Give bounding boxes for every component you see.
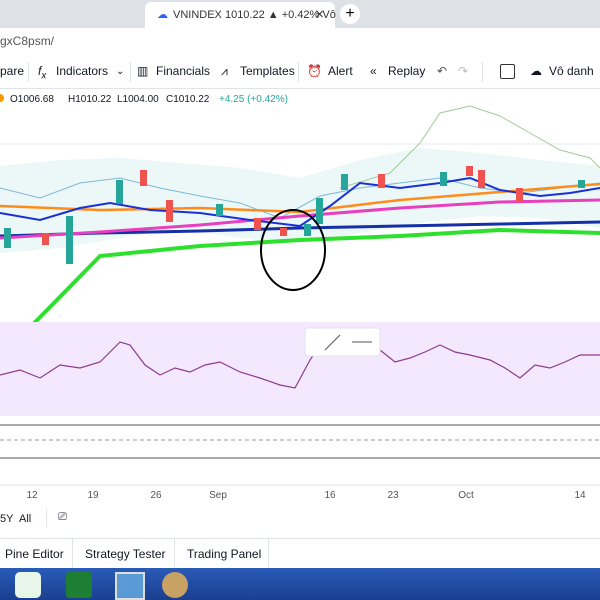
financials-icon: ▥ — [137, 64, 149, 78]
toolbar: pare fx Indicators ⌄ ▥ Financials ⩘ Temp… — [0, 55, 600, 89]
financials-button[interactable]: Financials — [156, 64, 211, 78]
ohlc-legend: O1006.68 H1010.22 L1004.00 C1010.22 +4.2… — [0, 94, 288, 105]
drawing-toolbar-bg — [304, 327, 381, 357]
alert-icon: ⏰ — [307, 64, 322, 78]
candle — [316, 198, 323, 224]
alert-button[interactable]: Alert — [328, 64, 353, 78]
time-label: 12 — [26, 490, 38, 501]
panel-tab[interactable]: Trading Panel — [187, 547, 262, 561]
separator — [72, 539, 73, 569]
time-label: Oct — [458, 490, 474, 501]
time-label: 23 — [387, 490, 399, 501]
candle — [42, 233, 49, 245]
candle — [116, 180, 123, 204]
ohlc-low: L1004.00 — [117, 94, 159, 105]
separator — [174, 539, 175, 569]
trend-line-tool[interactable] — [324, 334, 341, 351]
dropdown-arrow[interactable]: ⌄ — [116, 66, 125, 77]
browser-tab[interactable]: ☁ VNINDEX 1010.22 ▲ +0.42% Vô ✕ — [145, 2, 336, 28]
envelope-line — [339, 105, 600, 189]
new-tab-button[interactable]: + — [340, 4, 360, 24]
ma-short — [0, 176, 600, 228]
separator — [268, 539, 269, 569]
candle — [478, 170, 485, 188]
app-icon[interactable] — [15, 572, 41, 598]
ohlc-close: C1010.22 — [166, 94, 210, 105]
range-bar: 5Y All ⎚ — [0, 505, 600, 533]
candle — [466, 166, 473, 176]
separator — [298, 62, 299, 82]
ma-pink — [0, 198, 600, 240]
bottom-panel-tabs: Pine Editor Strategy Tester Trading Pane… — [0, 538, 600, 569]
time-label: 14 — [574, 490, 586, 501]
candle — [440, 172, 447, 186]
undo-button[interactable]: ↶ — [437, 64, 448, 78]
ohlc-high: H1010.22 — [68, 94, 112, 105]
time-label: 19 — [87, 490, 99, 501]
replay-button[interactable]: Replay — [388, 64, 426, 78]
candle — [341, 174, 348, 190]
tab-title: VNINDEX 1010.22 ▲ +0.42% Vô — [173, 9, 336, 21]
chart-area: O1006.68 H1010.22 L1004.00 C1010.22 +4.2… — [0, 94, 600, 501]
app-icon[interactable] — [162, 572, 188, 598]
candle — [166, 200, 173, 222]
price-pane — [0, 105, 600, 360]
range-button[interactable]: 5Y — [0, 513, 14, 525]
compare-button[interactable]: pare — [0, 64, 25, 78]
ohlc-change: +4.25 (+0.42%) — [219, 94, 288, 105]
redo-button[interactable]: ↷ — [458, 64, 469, 78]
time-label: Sep — [209, 490, 227, 501]
rsi-pane — [0, 322, 600, 416]
separator — [482, 62, 483, 82]
time-label: 26 — [150, 490, 162, 501]
indicators-icon: fx — [38, 64, 47, 82]
time-label: 16 — [324, 490, 336, 501]
tab-close[interactable]: ✕ — [315, 9, 325, 21]
separator — [28, 62, 29, 82]
layout-name[interactable]: Vô danh — [549, 64, 594, 78]
status-dot — [0, 94, 4, 102]
ma-orange — [0, 182, 600, 214]
separator — [46, 509, 47, 527]
ohlc-open: O1006.68 — [10, 94, 54, 105]
time-axis: 12 19 26 Sep 16 23 Oct 14 — [26, 490, 586, 501]
cloud-icon: ☁ — [530, 64, 542, 78]
panel-tab[interactable]: Strategy Tester — [85, 547, 166, 561]
address-bar[interactable]: gxC8psm/ — [0, 28, 600, 56]
url-text: gxC8psm/ — [0, 34, 55, 48]
candle — [216, 204, 223, 216]
drawing-toolbar — [304, 327, 381, 357]
taskbar — [0, 568, 600, 600]
templates-button[interactable]: Templates — [240, 64, 295, 78]
candle — [254, 218, 261, 230]
candle — [378, 174, 385, 188]
range-button[interactable]: All — [19, 513, 32, 525]
date-range-button[interactable]: ⎚ — [58, 511, 67, 523]
panel-tab[interactable]: Pine Editor — [5, 547, 64, 561]
browser-tab-bar: ☁ VNINDEX 1010.22 ▲ +0.42% Vô ✕ + — [0, 0, 600, 28]
candle — [516, 188, 523, 202]
templates-icon: ⩘ — [221, 64, 228, 78]
replay-icon: « — [370, 64, 377, 78]
candle — [66, 216, 73, 264]
app-icon[interactable] — [66, 572, 92, 598]
candle — [4, 228, 11, 248]
tab-icon: ☁ — [157, 9, 168, 21]
candle — [140, 170, 147, 186]
fullscreen-button[interactable] — [500, 64, 515, 79]
candle — [578, 180, 585, 188]
annotation-circle — [260, 209, 326, 291]
bollinger-fill — [0, 148, 600, 253]
ma-long — [0, 227, 600, 360]
candle — [280, 228, 287, 236]
separator — [130, 62, 131, 82]
app-icon[interactable] — [115, 572, 145, 600]
candle — [304, 224, 311, 236]
indicators-button[interactable]: Indicators — [56, 64, 109, 78]
